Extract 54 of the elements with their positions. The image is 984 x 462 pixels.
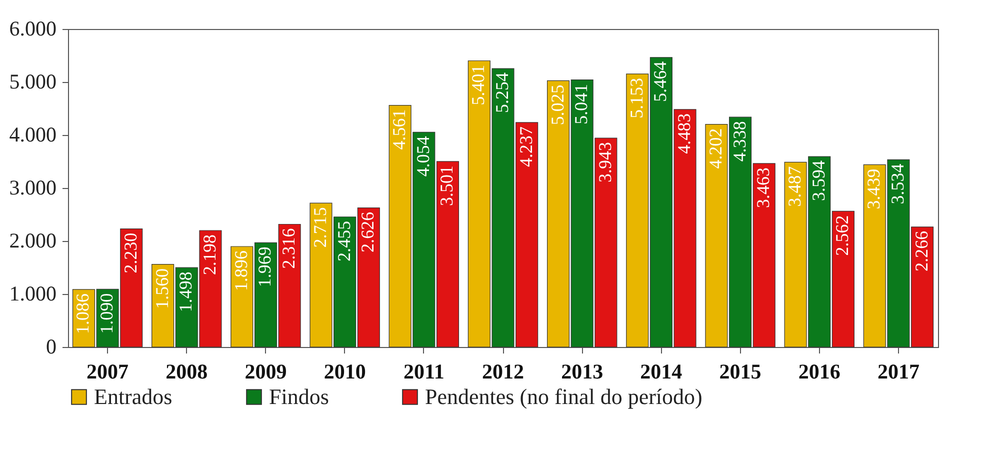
data-label: 2.715 <box>310 207 330 248</box>
data-label: 4.054 <box>412 136 433 177</box>
data-label: 3.594 <box>808 160 828 202</box>
data-label: 1.090 <box>96 293 117 334</box>
data-label: 1.560 <box>152 268 172 309</box>
y-tick-label: 1.000 <box>9 282 56 306</box>
data-label: 1.896 <box>230 250 251 292</box>
x-tick-label: 2007 <box>86 360 129 384</box>
x-tick-label: 2011 <box>403 360 444 384</box>
y-tick-label: 0 <box>46 334 56 358</box>
data-label: 4.561 <box>389 109 410 150</box>
data-label: 4.237 <box>516 126 536 167</box>
data-label: 5.464 <box>650 61 670 102</box>
x-tick-label: 2017 <box>877 360 920 384</box>
data-label: 4.338 <box>729 121 750 162</box>
data-label: 5.041 <box>571 84 592 124</box>
data-label: 2.562 <box>832 215 852 256</box>
data-label: 3.487 <box>784 166 805 207</box>
x-tick-label: 2014 <box>640 360 683 384</box>
x-tick-label: 2009 <box>244 360 287 384</box>
x-tick-label: 2015 <box>719 360 762 384</box>
data-label: 1.969 <box>254 246 275 288</box>
legend-label: Pendentes (no final do período) <box>425 384 702 409</box>
data-label: 5.401 <box>468 64 488 106</box>
data-label: 5.025 <box>547 84 568 126</box>
x-tick-label: 2016 <box>798 360 840 384</box>
data-label: 4.202 <box>705 128 726 169</box>
y-tick-label: 3.000 <box>9 176 56 200</box>
data-label: 2.455 <box>334 220 354 262</box>
x-tick-label: 2010 <box>324 360 366 384</box>
y-tick-label: 2.000 <box>9 228 56 252</box>
data-label: 1.498 <box>176 272 196 312</box>
data-label: 5.254 <box>492 72 512 114</box>
data-label: 3.439 <box>864 168 884 210</box>
data-label: 3.943 <box>594 142 615 183</box>
x-tick-label: 2012 <box>482 360 524 384</box>
y-tick-label: 4.000 <box>9 122 56 146</box>
data-label: 1.086 <box>72 293 93 334</box>
data-label: 2.626 <box>358 212 378 252</box>
data-label: 4.483 <box>674 113 694 154</box>
data-label: 2.316 <box>278 228 299 269</box>
data-label: 3.501 <box>436 165 457 206</box>
legend-label: Entrados <box>94 384 172 409</box>
data-label: 3.463 <box>753 167 774 208</box>
data-label: 5.153 <box>626 78 646 118</box>
data-label: 3.534 <box>887 164 908 204</box>
y-tick-label: 5.000 <box>9 70 56 94</box>
y-tick-label: 6.000 <box>9 16 56 40</box>
data-label: 2.230 <box>120 232 140 274</box>
data-label: 2.198 <box>199 234 220 276</box>
data-label: 2.266 <box>911 230 932 272</box>
legend-label: Findos <box>269 384 329 409</box>
x-tick-label: 2008 <box>166 360 208 384</box>
x-tick-label: 2013 <box>561 360 604 384</box>
